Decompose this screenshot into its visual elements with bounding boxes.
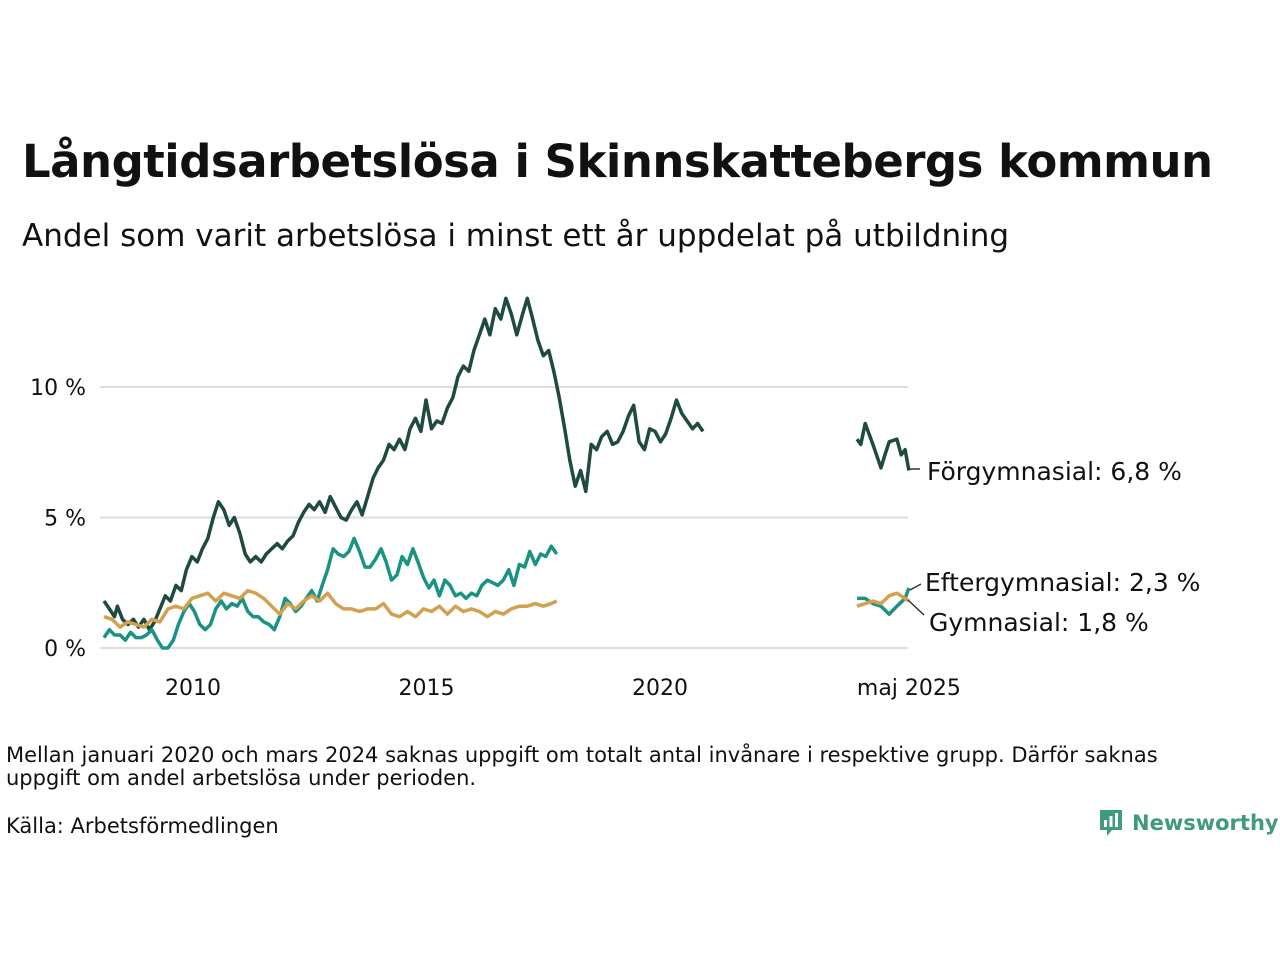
y-tick-label: 5 %: [44, 507, 86, 532]
y-tick-label: 0 %: [44, 637, 86, 662]
series-end-label: Eftergymnasial: 2,3 %: [925, 568, 1200, 597]
x-tick-label: 2010: [165, 676, 221, 701]
leader-line: [909, 583, 922, 591]
newsworthy-logo-icon: [1100, 810, 1122, 836]
brand-logo: Newsworthy: [1098, 808, 1279, 838]
y-tick-label: 10 %: [30, 376, 86, 401]
series-line-gymnasial-recent: [856, 591, 910, 608]
series-lines: [102, 296, 911, 650]
brand-name: Newsworthy: [1132, 811, 1279, 835]
leader-line: [907, 599, 925, 616]
series-line-eftergymnasial-recent: [857, 587, 911, 616]
footnote: Mellan januari 2020 och mars 2024 saknas…: [6, 743, 1158, 790]
axis-ticks: 0 % 5 % 10 % 2010 2015 2020 maj 2025: [30, 376, 961, 701]
x-tick-label: 2015: [399, 676, 455, 701]
source-text: Källa: Arbetsförmedlingen: [6, 814, 279, 838]
x-tick-label: 2020: [632, 676, 688, 701]
series-line-förgymnasial: [102, 296, 705, 632]
chart-title: Långtidsarbetslösa i Skinnskattebergs ko…: [22, 135, 1213, 188]
chart-subtitle: Andel som varit arbetslösa i minst ett å…: [22, 218, 1010, 254]
series-line-förgymnasial-recent: [855, 421, 911, 471]
x-tick-label: maj 2025: [857, 676, 961, 701]
series-labels: Förgymnasial: 6,8 % Eftergymnasial: 2,3 %…: [907, 457, 1200, 637]
series-end-label: Förgymnasial: 6,8 %: [927, 457, 1182, 486]
series-end-label: Gymnasial: 1,8 %: [929, 608, 1149, 637]
grid-lines: [100, 386, 908, 649]
series-line-eftergymnasial: [102, 536, 559, 650]
series-line-gymnasial: [103, 588, 558, 629]
